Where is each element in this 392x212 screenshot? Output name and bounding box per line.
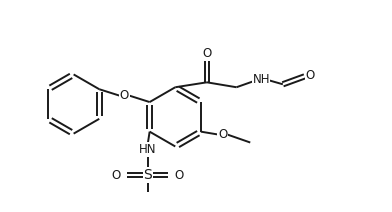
Text: NH: NH	[252, 73, 270, 86]
Text: O: O	[111, 169, 121, 182]
Text: HN: HN	[139, 143, 156, 156]
Text: O: O	[202, 47, 211, 60]
Text: O: O	[218, 128, 227, 141]
Text: S: S	[143, 168, 152, 182]
Text: O: O	[306, 69, 315, 82]
Text: O: O	[120, 89, 129, 102]
Text: O: O	[174, 169, 184, 182]
